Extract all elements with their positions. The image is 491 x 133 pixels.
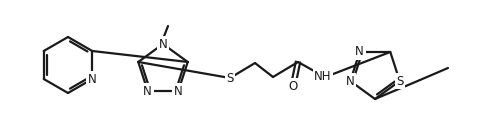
Text: N: N: [346, 74, 355, 88]
Text: N: N: [88, 72, 97, 86]
Text: O: O: [288, 80, 298, 92]
Text: N: N: [355, 45, 364, 59]
Text: NH: NH: [314, 70, 332, 82]
Text: N: N: [174, 85, 183, 97]
Text: N: N: [159, 38, 167, 51]
Text: S: S: [396, 74, 404, 88]
Text: N: N: [143, 85, 152, 97]
Text: S: S: [226, 72, 234, 84]
